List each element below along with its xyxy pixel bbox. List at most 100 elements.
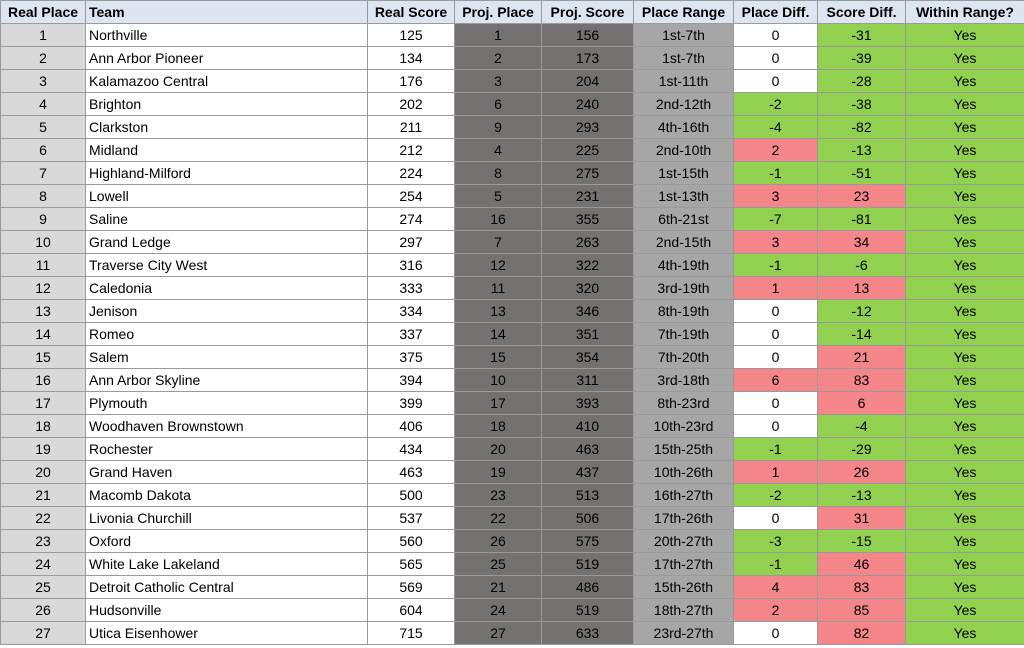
table-cell: 13: [0, 299, 86, 323]
table-cell: 4th-16th: [633, 115, 734, 139]
table-cell: 604: [367, 598, 455, 622]
table-cell: 337: [367, 322, 455, 346]
table-cell: 10th-26th: [633, 460, 734, 484]
table-cell: 1: [733, 460, 818, 484]
table-cell: -12: [817, 299, 906, 323]
table-cell: Yes: [905, 322, 1024, 346]
header-cell: Team: [85, 0, 368, 24]
table-cell: 15: [454, 345, 542, 369]
table-cell: Jenison: [85, 299, 368, 323]
table-row: 11 Traverse City West 316 12 322 4th-19th -1 -6…: [0, 253, 1024, 277]
table-cell: 1st-11th: [633, 69, 734, 93]
table-row: 1 Northville 125 1 156 1st-7th 0 -31 Yes: [0, 23, 1024, 47]
table-cell: 7: [0, 161, 86, 185]
table-cell: -4: [733, 115, 818, 139]
table-row: 16 Ann Arbor Skyline 394 10 311 3rd-18th 6 83 Ye…: [0, 368, 1024, 392]
table-cell: 231: [541, 184, 634, 208]
table-cell: 2nd-12th: [633, 92, 734, 116]
table-cell: Ann Arbor Pioneer: [85, 46, 368, 70]
table-cell: 25: [454, 552, 542, 576]
table-cell: 513: [541, 483, 634, 507]
table-row: 20 Grand Haven 463 19 437 10th-26th 1 26 Yes: [0, 460, 1024, 484]
table-cell: 320: [541, 276, 634, 300]
table-row: 3 Kalamazoo Central 176 3 204 1st-11th 0 -28 Yes: [0, 69, 1024, 93]
table-cell: -2: [733, 92, 818, 116]
table-cell: 22: [454, 506, 542, 530]
table-cell: 17th-27th: [633, 552, 734, 576]
table-cell: 82: [817, 621, 906, 645]
table-cell: 16: [0, 368, 86, 392]
table-cell: 6: [733, 368, 818, 392]
table-cell: 437: [541, 460, 634, 484]
table-cell: 173: [541, 46, 634, 70]
table-cell: 176: [367, 69, 455, 93]
table-cell: -81: [817, 207, 906, 231]
table-cell: Yes: [905, 391, 1024, 415]
table-cell: 3rd-18th: [633, 368, 734, 392]
table-row: 18 Woodhaven Brownstown 406 18 410 10th-23rd 0…: [0, 414, 1024, 438]
table-cell: 346: [541, 299, 634, 323]
table-cell: 0: [733, 69, 818, 93]
table-cell: 322: [541, 253, 634, 277]
table-cell: Clarkston: [85, 115, 368, 139]
table-cell: 6th-21st: [633, 207, 734, 231]
table-cell: 6: [0, 138, 86, 162]
table-cell: 10: [454, 368, 542, 392]
table-cell: 569: [367, 575, 455, 599]
table-cell: 14: [454, 322, 542, 346]
table-cell: 25: [0, 575, 86, 599]
table-body: 1 Northville 125 1 156 1st-7th 0 -31 Yes 2 Ann Arb…: [0, 23, 1024, 645]
table-cell: 354: [541, 345, 634, 369]
table-cell: Grand Ledge: [85, 230, 368, 254]
table-row: 22 Livonia Churchill 537 22 506 17th-26th 0 31 Y…: [0, 506, 1024, 530]
table-cell: Rochester: [85, 437, 368, 461]
table-cell: 23: [454, 483, 542, 507]
table-cell: 297: [367, 230, 455, 254]
table-cell: 3: [733, 184, 818, 208]
table-cell: 0: [733, 23, 818, 47]
table-cell: 20: [454, 437, 542, 461]
table-cell: 575: [541, 529, 634, 553]
table-cell: 263: [541, 230, 634, 254]
table-cell: 0: [733, 46, 818, 70]
table-cell: 83: [817, 575, 906, 599]
table-cell: Yes: [905, 414, 1024, 438]
table-cell: Plymouth: [85, 391, 368, 415]
table-cell: Yes: [905, 184, 1024, 208]
table-cell: 463: [367, 460, 455, 484]
table-row: 6 Midland 212 4 225 2nd-10th 2 -13 Yes: [0, 138, 1024, 162]
table-cell: 486: [541, 575, 634, 599]
table-cell: Yes: [905, 552, 1024, 576]
table-row: 26 Hudsonville 604 24 519 18th-27th 2 85 Yes: [0, 598, 1024, 622]
table-cell: -51: [817, 161, 906, 185]
table-cell: 519: [541, 598, 634, 622]
table-cell: 2: [454, 46, 542, 70]
table-cell: Yes: [905, 621, 1024, 645]
table-cell: 375: [367, 345, 455, 369]
table-cell: 2nd-15th: [633, 230, 734, 254]
table-cell: 83: [817, 368, 906, 392]
table-cell: 134: [367, 46, 455, 70]
table-cell: 11: [454, 276, 542, 300]
table-cell: 8th-23rd: [633, 391, 734, 415]
table-cell: -3: [733, 529, 818, 553]
table-cell: 9: [454, 115, 542, 139]
table-cell: 17: [454, 391, 542, 415]
table-row: 2 Ann Arbor Pioneer 134 2 173 1st-7th 0 -39 Yes: [0, 46, 1024, 70]
table-cell: 334: [367, 299, 455, 323]
table-cell: 560: [367, 529, 455, 553]
table-cell: 565: [367, 552, 455, 576]
table-cell: 8th-19th: [633, 299, 734, 323]
table-row: 15 Salem 375 15 354 7th-20th 0 21 Yes: [0, 345, 1024, 369]
table-cell: 204: [541, 69, 634, 93]
table-cell: 7th-19th: [633, 322, 734, 346]
table-cell: Yes: [905, 368, 1024, 392]
table-cell: 211: [367, 115, 455, 139]
table-cell: Hudsonville: [85, 598, 368, 622]
table-cell: Yes: [905, 230, 1024, 254]
table-cell: -15: [817, 529, 906, 553]
table-cell: Lowell: [85, 184, 368, 208]
header-cell: Real Score: [367, 0, 455, 24]
table-cell: Utica Eisenhower: [85, 621, 368, 645]
table-cell: 1: [733, 276, 818, 300]
